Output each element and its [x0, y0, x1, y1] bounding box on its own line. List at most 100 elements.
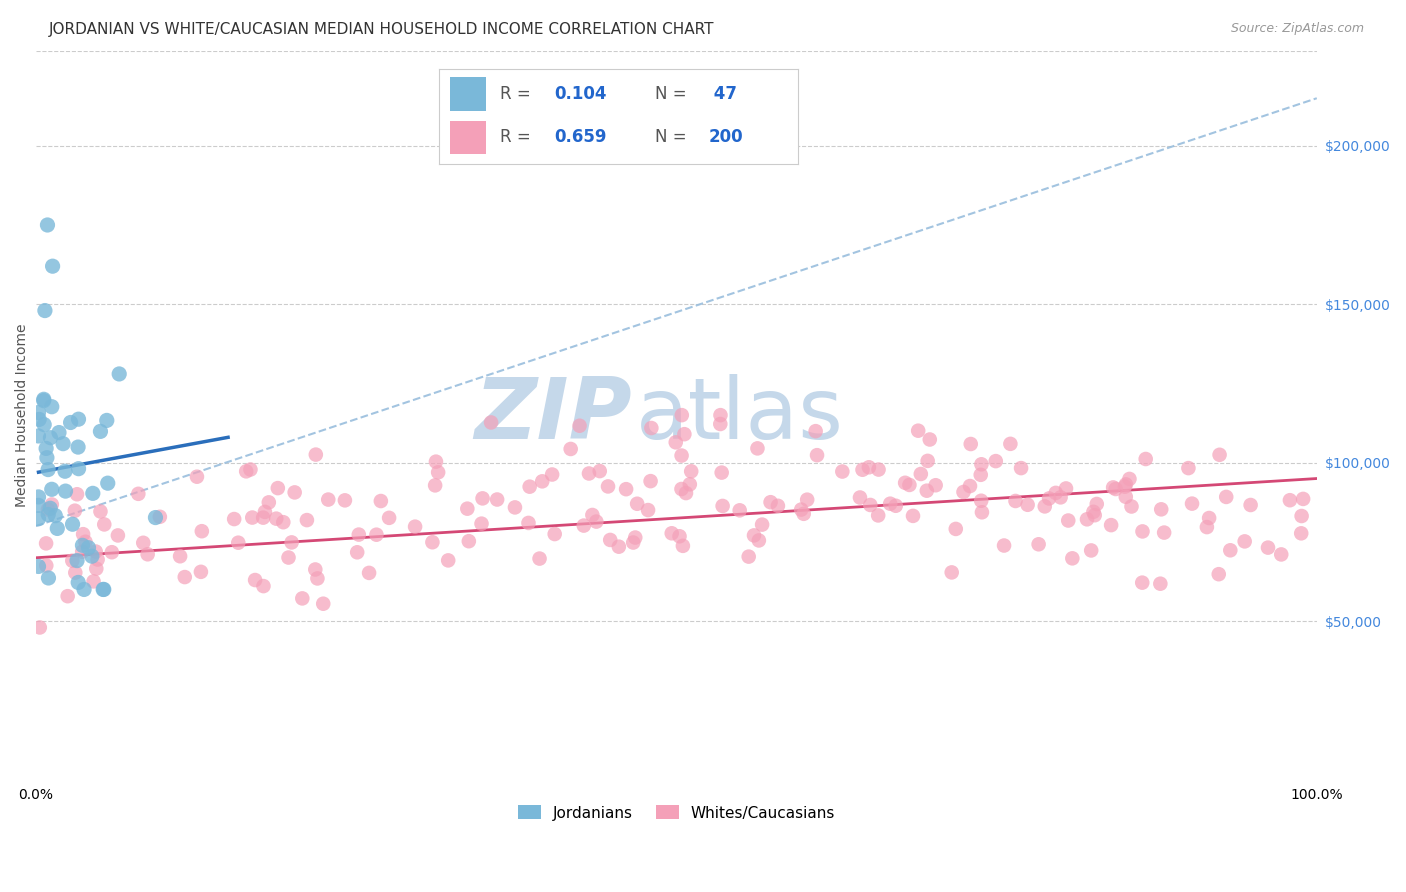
Point: [72, 538, 94, 552]
Point: [108, 367, 131, 381]
Point: [312, 597, 335, 611]
Point: [423, 478, 446, 492]
Point: [945, 522, 967, 536]
Point: [671, 482, 693, 496]
Point: [70, 545, 93, 559]
Point: [879, 497, 901, 511]
Point: [915, 483, 938, 498]
Point: [1057, 514, 1080, 528]
Point: [1076, 512, 1098, 526]
Point: [709, 417, 731, 431]
Point: [267, 481, 290, 495]
Point: [1000, 437, 1022, 451]
Point: [568, 418, 591, 433]
Point: [295, 513, 318, 527]
Point: [1289, 526, 1312, 541]
Point: [28, 620, 51, 634]
Point: [959, 437, 981, 451]
Point: [668, 529, 690, 543]
Legend: Jordanians, Whites/Caucasians: Jordanians, Whites/Caucasians: [512, 799, 841, 827]
Point: [1153, 525, 1175, 540]
Y-axis label: Median Household Income: Median Household Income: [15, 324, 30, 507]
Point: [48, 425, 70, 440]
Point: [65, 566, 87, 580]
Point: [1062, 551, 1084, 566]
Point: [1208, 567, 1230, 582]
Point: [83, 574, 105, 589]
Point: [186, 469, 208, 483]
Point: [73, 582, 96, 597]
Point: [1115, 477, 1137, 491]
Text: atlas: atlas: [636, 374, 844, 457]
Point: [1219, 543, 1241, 558]
Point: [1080, 543, 1102, 558]
Point: [585, 515, 607, 529]
Point: [589, 464, 612, 478]
Point: [607, 540, 630, 554]
Point: [709, 408, 731, 422]
Point: [640, 474, 662, 488]
Point: [347, 527, 370, 541]
Point: [1270, 548, 1292, 562]
Point: [93, 517, 115, 532]
Point: [46, 521, 69, 535]
Point: [747, 442, 769, 456]
Point: [1017, 498, 1039, 512]
Point: [626, 497, 648, 511]
Point: [1121, 500, 1143, 514]
Point: [759, 495, 782, 509]
Point: [149, 509, 172, 524]
Point: [1114, 480, 1136, 494]
Point: [1033, 500, 1056, 514]
Point: [304, 562, 326, 576]
Point: [675, 486, 697, 500]
Point: [37, 218, 59, 232]
Point: [901, 508, 924, 523]
Point: [728, 503, 751, 517]
Point: [173, 570, 195, 584]
Point: [1038, 491, 1060, 506]
Point: [27, 405, 49, 419]
Point: [191, 524, 214, 539]
Point: [1239, 498, 1261, 512]
Point: [529, 551, 551, 566]
Point: [671, 408, 693, 422]
Point: [1130, 575, 1153, 590]
Point: [107, 528, 129, 542]
Point: [425, 455, 447, 469]
Point: [544, 527, 567, 541]
Point: [39, 501, 62, 516]
Point: [831, 465, 853, 479]
Text: ZIP: ZIP: [474, 374, 631, 457]
Point: [738, 549, 761, 564]
Point: [661, 526, 683, 541]
Point: [27, 429, 49, 443]
Point: [253, 505, 276, 519]
Point: [91, 582, 114, 597]
Point: [27, 499, 49, 513]
Point: [970, 493, 993, 508]
Point: [952, 485, 974, 500]
Point: [917, 454, 939, 468]
Text: Source: ZipAtlas.com: Source: ZipAtlas.com: [1230, 22, 1364, 36]
Point: [868, 508, 890, 523]
Point: [422, 535, 444, 549]
Point: [55, 484, 77, 499]
Point: [993, 539, 1015, 553]
Point: [27, 559, 49, 574]
Point: [941, 566, 963, 580]
Point: [346, 545, 368, 559]
Point: [27, 512, 49, 526]
Point: [1150, 502, 1173, 516]
Point: [32, 417, 55, 432]
Point: [404, 519, 426, 533]
Point: [35, 442, 58, 456]
Point: [32, 393, 55, 408]
Point: [898, 478, 921, 492]
Point: [470, 516, 492, 531]
Point: [89, 504, 111, 518]
Point: [1135, 452, 1157, 467]
Point: [894, 475, 917, 490]
Point: [793, 507, 815, 521]
Point: [1028, 537, 1050, 551]
